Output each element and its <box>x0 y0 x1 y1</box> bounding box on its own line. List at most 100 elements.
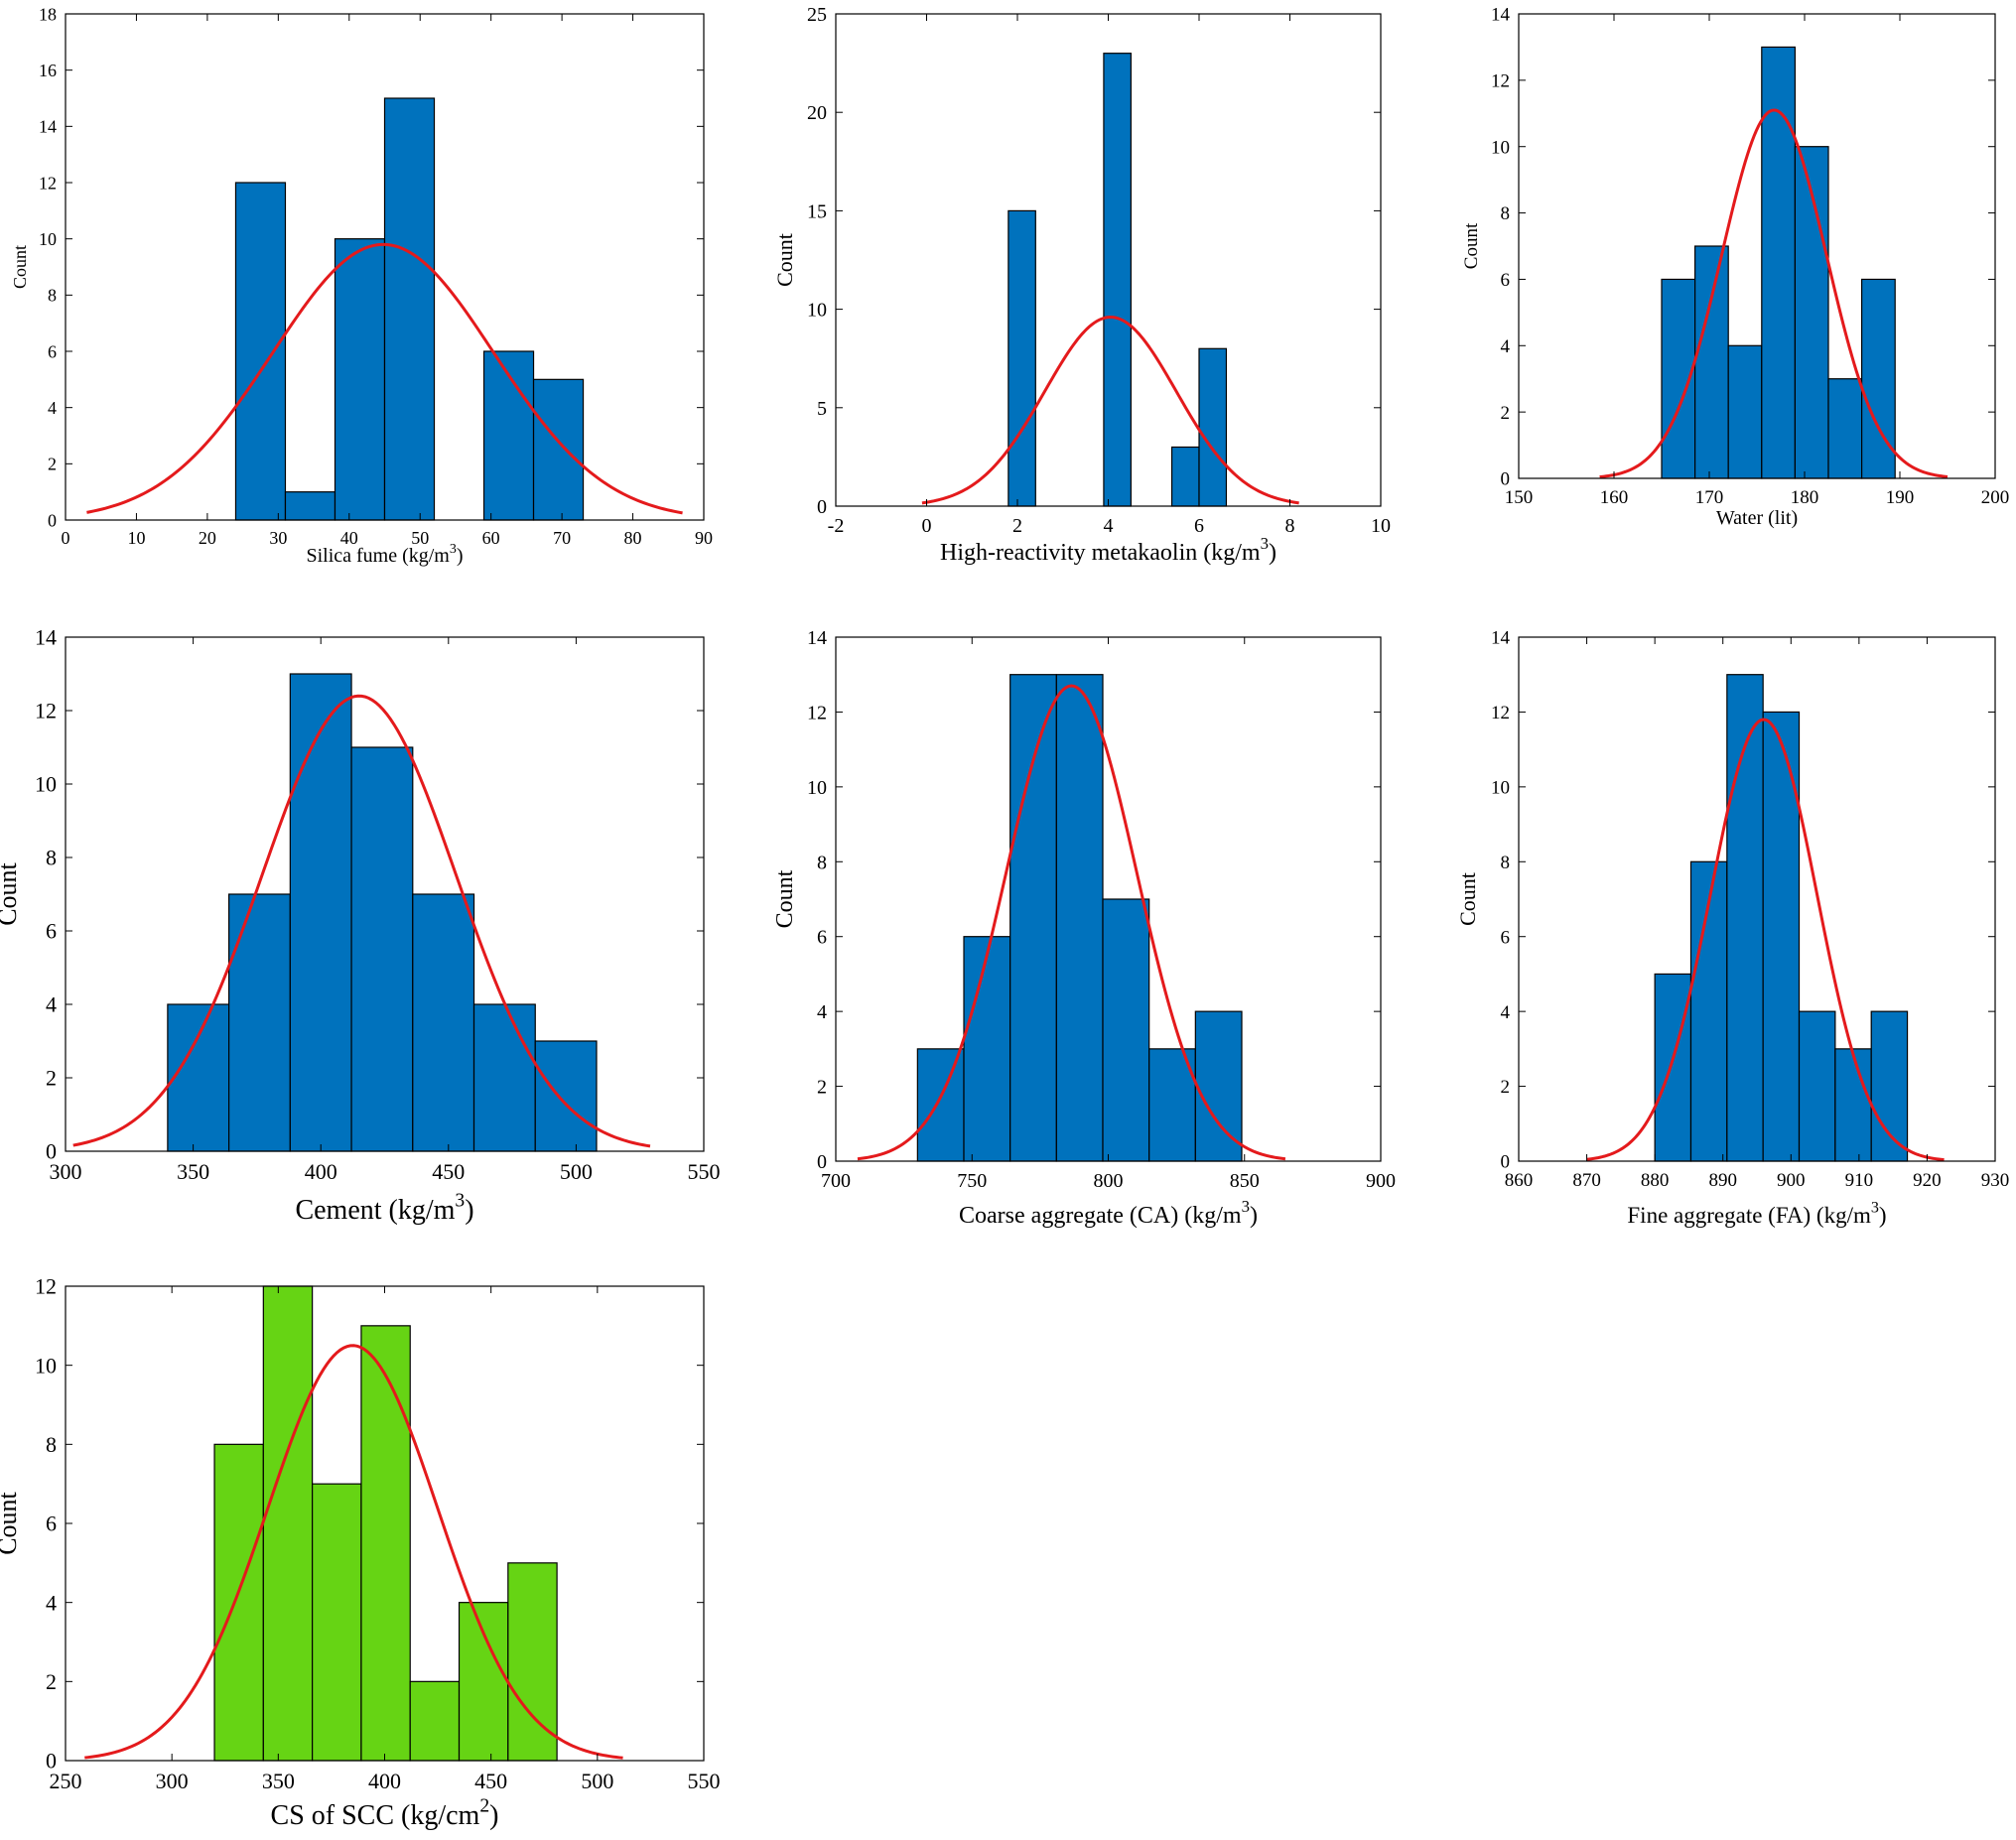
x-tick-label: 400 <box>305 1159 337 1184</box>
y-tick-label: 14 <box>35 625 57 650</box>
histogram-bar <box>1694 245 1729 479</box>
x-tick-label: 550 <box>688 1159 721 1184</box>
histogram-bar <box>312 1483 362 1762</box>
y-tick-label: 0 <box>48 510 57 530</box>
axes-box <box>1518 13 1996 479</box>
x-tick-label: 10 <box>1371 515 1391 537</box>
x-tick-label: 80 <box>624 528 642 548</box>
chart-metakaolin: -2 0 2 4 6 8 100510152025CountHigh-reactivity … <box>772 4 1391 566</box>
x-tick-label: 890 <box>1708 1170 1737 1191</box>
x-tick-label: 900 <box>1366 1170 1396 1192</box>
y-tick-label: 12 <box>35 1274 57 1299</box>
y-tick-label: 4 <box>46 992 57 1017</box>
x-tick-label: 920 <box>1913 1170 1942 1191</box>
x-axis-title-sup: 3 <box>1242 1197 1250 1216</box>
x-tick-label: 2 <box>1012 515 1022 537</box>
histogram-bar <box>1055 674 1104 1162</box>
normal-fit-curve <box>1586 718 1945 1162</box>
y-axis-title: Count <box>772 233 797 287</box>
x-tick-label: 910 <box>1845 1170 1874 1191</box>
y-tick-label: 0 <box>1501 1152 1511 1173</box>
y-tick-label: 20 <box>807 102 827 124</box>
histogram-bar <box>360 1325 411 1762</box>
x-tick-label: 250 <box>50 1769 82 1793</box>
y-tick-label: 16 <box>39 61 57 80</box>
x-tick-label: 8 <box>1285 515 1295 537</box>
histogram-bar <box>1794 146 1829 479</box>
y-tick-label: 15 <box>807 200 827 222</box>
chart-water: 150 160 170 180 190 200 0 2 4 6 8 10 12 14 Count Water … <box>1461 5 2009 529</box>
x-axis-title-main: Silica fume (kg/m <box>306 545 450 567</box>
histogram-bar <box>1761 46 1796 479</box>
y-tick-label: 2 <box>1501 403 1511 424</box>
x-axis-title-main: Cement (kg/m <box>295 1195 455 1226</box>
y-tick-label: 8 <box>1501 203 1511 224</box>
x-axis-title-sup: 3 <box>455 1190 465 1211</box>
histogram-bar <box>350 746 414 1152</box>
x-axis-title-end: ) <box>1269 540 1277 566</box>
histogram-bar <box>284 491 336 521</box>
histogram-bar <box>1103 53 1132 507</box>
x-axis-title: Silica fume (kg/m3) <box>306 542 463 567</box>
x-axis-title-main: CS of SCC (kg/cm <box>271 1800 480 1831</box>
y-tick-label: 4 <box>817 1001 827 1023</box>
y-tick-label: 4 <box>1501 1002 1511 1023</box>
y-tick-label: 8 <box>1501 853 1511 873</box>
x-tick-label: 300 <box>50 1159 82 1184</box>
x-tick-label: 30 <box>269 528 287 548</box>
axes-box <box>1518 636 1996 1162</box>
normal-fit-curve <box>1599 108 1949 479</box>
x-axis-title: Coarse aggregate (CA) (kg/m3) <box>959 1197 1258 1229</box>
histogram-bar <box>234 182 287 521</box>
y-tick-label: 8 <box>817 852 827 873</box>
x-axis-title: Fine aggregate (FA) (kg/m3) <box>1627 1200 1886 1228</box>
normal-fit-curve <box>72 694 651 1148</box>
x-tick-label: 70 <box>553 528 571 548</box>
histogram-bar <box>1727 344 1763 479</box>
x-tick-label: 880 <box>1641 1170 1670 1191</box>
histogram-bar <box>383 97 436 521</box>
x-tick-label: 180 <box>1791 487 1819 508</box>
histogram-bar <box>1798 1010 1836 1162</box>
chart-silica-fume: 0 10 20 30 40 50 60 70 80 90 0 2 4 6 8 10 12 14 16 18 Count S… <box>10 4 713 567</box>
histogram-bar <box>1654 973 1692 1162</box>
x-axis-title-main: High-reactivity metakaolin (kg/m <box>940 540 1261 566</box>
y-tick-label: 10 <box>1491 137 1510 158</box>
x-tick-label: 6 <box>1194 515 1204 537</box>
x-tick-label: 450 <box>474 1769 507 1793</box>
histogram-bar <box>916 1048 965 1162</box>
histogram-bar <box>409 1680 461 1762</box>
x-tick-label: 450 <box>432 1159 465 1184</box>
x-axis-title: High-reactivity metakaolin (kg/m3) <box>940 534 1277 566</box>
y-tick-label: 12 <box>807 702 827 723</box>
y-tick-label: 12 <box>1491 703 1510 723</box>
histogram-bar <box>1834 1048 1872 1162</box>
x-tick-label: 0 <box>922 515 932 537</box>
histogram-bar <box>1009 674 1057 1162</box>
y-tick-label: 6 <box>1501 927 1511 948</box>
x-tick-label: 90 <box>695 528 713 548</box>
x-axis-title-end: ) <box>489 1800 498 1831</box>
x-axis-title-end: ) <box>1879 1203 1887 1228</box>
x-tick-label: 850 <box>1230 1170 1260 1192</box>
y-tick-label: 14 <box>1491 628 1511 649</box>
x-tick-label: 300 <box>156 1769 189 1793</box>
y-axis-title: Count <box>1461 222 1482 269</box>
histogram-bar <box>472 1003 536 1152</box>
histogram-bar <box>1102 898 1150 1162</box>
y-tick-label: 18 <box>39 4 57 24</box>
x-tick-label: 150 <box>1505 487 1534 508</box>
y-tick-label: 25 <box>807 4 827 26</box>
y-tick-label: 2 <box>46 1669 57 1694</box>
y-tick-label: 0 <box>1501 469 1511 490</box>
x-axis-title-sup: 3 <box>1871 1200 1879 1217</box>
histogram-bar <box>1170 446 1200 507</box>
x-tick-label: 500 <box>581 1769 613 1793</box>
y-tick-label: 14 <box>807 627 827 649</box>
y-tick-label: 2 <box>48 455 57 474</box>
chart-coarse-aggregate: 700 750 800 850 900 0 2 4 6 8 10 12 14 Count Coarse ag… <box>772 627 1396 1229</box>
x-tick-label: 20 <box>199 528 216 548</box>
x-tick-label: 550 <box>688 1769 721 1793</box>
y-axis-title: Count <box>1455 872 1480 926</box>
histogram-bar <box>532 378 585 521</box>
